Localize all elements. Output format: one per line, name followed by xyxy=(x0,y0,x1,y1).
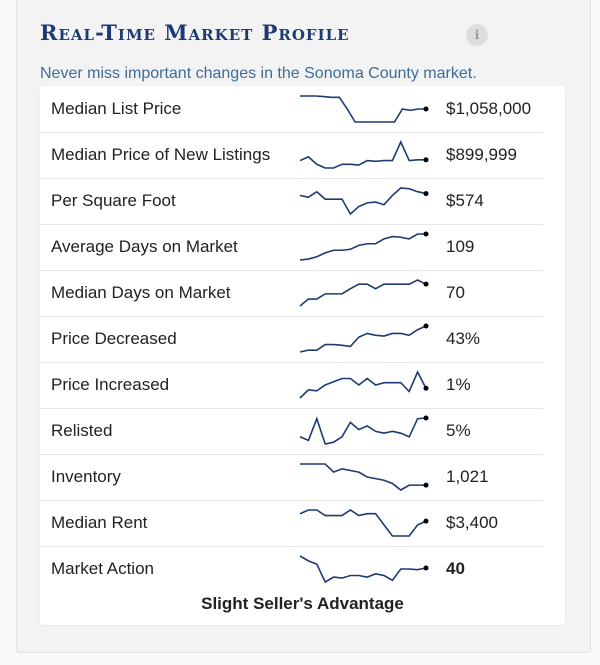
sparkline xyxy=(300,95,429,123)
metric-label: Relisted xyxy=(51,421,113,440)
sparkline xyxy=(300,463,429,491)
metric-value: 43% xyxy=(446,329,481,348)
metric-value: 1% xyxy=(446,375,471,394)
metric-row: Price Increased 1% xyxy=(40,362,543,409)
sparkline-line xyxy=(299,325,427,353)
metric-value: 70 xyxy=(446,283,465,302)
sparkline-line xyxy=(300,463,426,491)
sparkline-endpoint xyxy=(423,281,429,287)
metric-value: $1,058,000 xyxy=(446,99,532,118)
sparkline-line xyxy=(299,187,427,216)
sparkline xyxy=(299,231,429,261)
metric-label: Price Increased xyxy=(51,375,170,394)
sparkline-line xyxy=(299,509,427,537)
sparkline-endpoint xyxy=(423,385,429,391)
metric-label: Median Price of New Listings xyxy=(51,145,271,164)
metric-value: $574 xyxy=(446,191,484,210)
sparkline xyxy=(299,323,429,353)
subtitle: Never miss important changes in the Sono… xyxy=(40,65,477,82)
sparkline xyxy=(299,279,429,307)
metric-label: Average Days on Market xyxy=(51,237,238,256)
metric-value: $899,999 xyxy=(446,145,517,164)
sparkline-line xyxy=(300,95,426,123)
market-verdict: Slight Seller's Advantage xyxy=(201,594,404,613)
metric-label: Inventory xyxy=(51,467,121,486)
sparkline xyxy=(299,415,429,445)
metric-label: Price Decreased xyxy=(51,329,177,348)
metric-value: $3,400 xyxy=(446,513,498,532)
sparkline xyxy=(299,370,429,399)
metric-row: Median Rent $3,400 xyxy=(40,500,543,547)
metric-row: Price Decreased 43% xyxy=(40,316,543,363)
metric-row: Median List Price $1,058,000 xyxy=(40,86,543,133)
metric-row: Per Square Foot $574 xyxy=(40,178,543,225)
sparkline-line xyxy=(299,370,427,399)
sparkline-endpoint xyxy=(423,323,429,329)
sparkline xyxy=(299,555,429,584)
metric-label: Median List Price xyxy=(51,99,182,118)
sparkline-endpoint xyxy=(423,231,429,237)
info-icon[interactable]: i xyxy=(466,24,488,46)
sparkline xyxy=(299,140,429,169)
metric-value: 1,021 xyxy=(446,467,489,486)
sparkline-line xyxy=(299,416,427,445)
sparkline xyxy=(299,187,429,216)
sparkline-line xyxy=(299,140,426,169)
metric-row: Relisted 5% xyxy=(40,408,543,455)
metric-row: Inventory 1,021 xyxy=(40,454,543,501)
metric-label: Per Square Foot xyxy=(51,191,176,210)
sparkline-endpoint xyxy=(423,415,429,421)
metrics-card: Slight Seller's Advantage Median List Pr… xyxy=(40,86,565,625)
metric-row: Median Days on Market 70 xyxy=(40,270,543,317)
sparkline-line xyxy=(299,233,426,261)
sparkline-endpoint xyxy=(423,565,429,571)
metric-value: 109 xyxy=(446,237,475,256)
sparkline-endpoint xyxy=(423,157,429,163)
metric-row: Average Days on Market 109 xyxy=(40,224,543,271)
sparkline-line xyxy=(299,555,427,584)
metric-value: 5% xyxy=(446,421,471,440)
metric-label: Market Action xyxy=(51,559,154,578)
metric-label: Median Rent xyxy=(51,513,148,532)
sparkline-endpoint xyxy=(423,191,429,197)
sparkline-endpoint xyxy=(423,482,429,488)
metric-label: Median Days on Market xyxy=(51,283,231,302)
sparkline-endpoint xyxy=(423,518,429,524)
metric-row: Median Price of New Listings $899,999 xyxy=(40,132,543,179)
metric-value: 40 xyxy=(446,559,465,578)
sparkline xyxy=(299,509,429,537)
sparkline-endpoint xyxy=(423,106,429,112)
metric-row: Market Action 40 xyxy=(40,546,543,592)
page-title: Real-Time Market Profile xyxy=(40,20,350,45)
sparkline-line xyxy=(299,279,427,307)
